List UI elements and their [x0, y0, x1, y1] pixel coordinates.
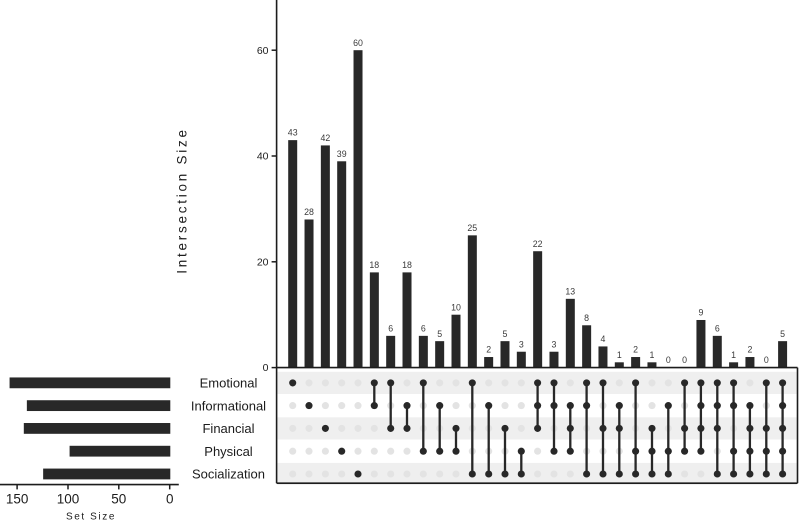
svg-text:Informational: Informational [191, 398, 266, 413]
svg-text:2: 2 [633, 345, 638, 355]
svg-text:1: 1 [650, 350, 655, 360]
svg-text:60: 60 [353, 38, 363, 48]
svg-text:2: 2 [747, 345, 752, 355]
svg-text:18: 18 [369, 260, 379, 270]
svg-text:60: 60 [257, 45, 269, 57]
svg-text:18: 18 [402, 260, 412, 270]
svg-text:9: 9 [698, 308, 703, 318]
svg-text:Set Size: Set Size [66, 511, 116, 522]
svg-text:Emotional: Emotional [200, 376, 258, 391]
svg-text:0: 0 [682, 355, 687, 365]
svg-text:1: 1 [617, 350, 622, 360]
svg-text:22: 22 [533, 239, 543, 249]
svg-text:0: 0 [666, 355, 671, 365]
svg-text:28: 28 [304, 207, 314, 217]
svg-text:6: 6 [388, 324, 393, 334]
svg-text:3: 3 [519, 339, 524, 349]
svg-text:42: 42 [321, 133, 331, 143]
svg-text:5: 5 [437, 329, 442, 339]
svg-text:Socialization: Socialization [192, 467, 265, 482]
svg-text:100: 100 [57, 491, 80, 506]
svg-text:25: 25 [467, 223, 477, 233]
svg-text:43: 43 [288, 128, 298, 138]
svg-text:4: 4 [601, 334, 606, 344]
svg-text:0: 0 [764, 355, 769, 365]
svg-text:13: 13 [565, 286, 575, 296]
svg-text:0: 0 [263, 362, 269, 374]
svg-text:39: 39 [337, 149, 347, 159]
svg-text:0: 0 [166, 491, 174, 506]
svg-text:150: 150 [6, 491, 29, 506]
svg-text:3: 3 [552, 339, 557, 349]
svg-text:Financial: Financial [202, 421, 254, 436]
svg-text:20: 20 [257, 256, 269, 268]
svg-text:1: 1 [731, 350, 736, 360]
svg-text:6: 6 [715, 324, 720, 334]
svg-text:2: 2 [486, 345, 491, 355]
svg-text:Physical: Physical [204, 444, 253, 459]
svg-text:10: 10 [451, 302, 461, 312]
svg-text:6: 6 [421, 324, 426, 334]
svg-text:Intersection Size: Intersection Size [174, 127, 189, 274]
svg-text:5: 5 [503, 329, 508, 339]
svg-text:50: 50 [111, 491, 126, 506]
svg-text:8: 8 [584, 313, 589, 323]
svg-text:40: 40 [257, 151, 269, 163]
svg-text:5: 5 [780, 329, 785, 339]
